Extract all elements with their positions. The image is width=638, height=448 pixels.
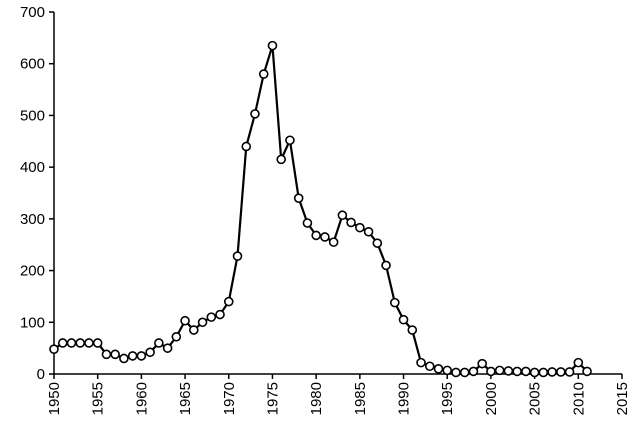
marker xyxy=(459,367,470,378)
marker xyxy=(285,135,295,146)
marker xyxy=(258,69,269,79)
x-tick-label: 1960 xyxy=(133,382,150,415)
marker xyxy=(101,349,112,360)
marker xyxy=(119,353,129,364)
marker xyxy=(556,367,566,377)
marker xyxy=(206,312,217,322)
marker xyxy=(538,367,549,378)
marker xyxy=(521,366,531,377)
y-tick-label: 200 xyxy=(20,263,45,280)
x-tick-label: 1955 xyxy=(90,382,107,415)
x-tick-label: 1995 xyxy=(439,382,456,415)
y-tick-label: 400 xyxy=(20,159,45,176)
marker xyxy=(110,349,120,360)
marker xyxy=(407,325,418,335)
x-tick-label: 2000 xyxy=(483,382,500,415)
x-tick-label: 1950 xyxy=(46,382,63,415)
marker xyxy=(547,367,557,377)
marker xyxy=(197,317,208,328)
line xyxy=(53,45,588,374)
marker xyxy=(127,351,138,361)
y-tick-label: 100 xyxy=(20,314,45,331)
marker xyxy=(75,338,86,348)
marker xyxy=(468,366,479,377)
marker xyxy=(355,222,365,233)
marker xyxy=(302,218,313,228)
x-tick-label: 2015 xyxy=(614,382,631,415)
marker xyxy=(171,331,182,342)
marker xyxy=(573,357,584,368)
y-tick-label: 600 xyxy=(20,56,45,73)
marker xyxy=(381,260,391,271)
marker xyxy=(494,365,505,376)
marker xyxy=(389,297,400,308)
marker xyxy=(215,309,225,320)
marker xyxy=(372,238,383,248)
x-tick-label: 1970 xyxy=(221,382,238,415)
marker xyxy=(398,314,409,325)
marker xyxy=(92,338,103,348)
x-tick-label: 2010 xyxy=(570,382,587,415)
marker xyxy=(145,347,155,358)
marker xyxy=(582,366,592,377)
marker xyxy=(564,367,575,377)
marker xyxy=(57,338,68,348)
marker xyxy=(162,343,173,353)
marker xyxy=(293,193,304,203)
marker xyxy=(512,366,522,377)
x-tick-label: 1990 xyxy=(396,382,413,415)
marker xyxy=(363,226,374,237)
marker xyxy=(154,338,164,348)
x-tick-label: 1965 xyxy=(177,382,194,415)
y-tick-label: 700 xyxy=(20,4,45,21)
marker xyxy=(84,338,94,348)
marker xyxy=(346,217,356,228)
marker xyxy=(66,338,77,348)
marker xyxy=(503,366,514,376)
marker xyxy=(180,315,190,326)
marker xyxy=(328,237,339,247)
y-tick-label: 0 xyxy=(37,366,45,383)
marker xyxy=(232,251,243,261)
marker xyxy=(486,366,496,377)
marker xyxy=(529,367,540,378)
x-tick-label: 1985 xyxy=(352,382,369,415)
marker xyxy=(442,365,453,376)
marker xyxy=(267,40,278,51)
marker xyxy=(223,296,234,307)
y-tick-label: 300 xyxy=(20,211,45,228)
marker xyxy=(424,361,435,372)
marker xyxy=(276,154,287,165)
marker xyxy=(477,358,487,369)
marker xyxy=(241,141,252,152)
marker xyxy=(250,109,260,119)
x-tick-label: 2005 xyxy=(527,382,544,415)
marker xyxy=(49,344,59,354)
x-tick-label: 1980 xyxy=(308,382,325,415)
marker xyxy=(136,351,147,361)
x-tick-label: 1975 xyxy=(264,382,281,415)
marker xyxy=(320,232,330,242)
marker xyxy=(416,357,426,368)
marker xyxy=(451,367,461,378)
marker xyxy=(433,364,444,374)
marker xyxy=(311,230,321,241)
marker xyxy=(189,325,199,335)
marker xyxy=(337,210,348,221)
y-tick-label: 500 xyxy=(20,107,45,124)
